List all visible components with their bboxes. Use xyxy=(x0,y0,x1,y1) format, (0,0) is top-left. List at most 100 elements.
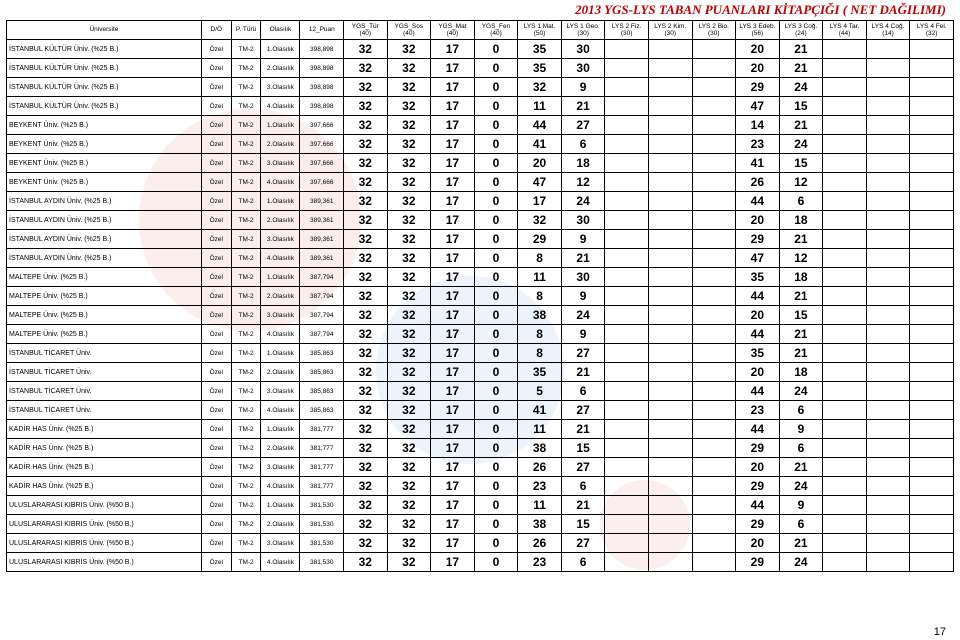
cell-lys4_fel xyxy=(910,116,954,135)
cell-lys4_cog xyxy=(866,249,910,268)
col-puan: 12_Puan xyxy=(300,21,344,40)
cell-lys4_cog xyxy=(866,192,910,211)
cell-ptur: TM-2 xyxy=(231,211,261,230)
table-row: İSTANBUL TİCARET Üniv.ÖzelTM-24.Olasılık… xyxy=(7,401,954,420)
cell-dv: Özel xyxy=(201,401,231,420)
cell-lys2_kim xyxy=(648,439,692,458)
cell-ygs_fen: 0 xyxy=(474,534,518,553)
cell-ygs_sos: 32 xyxy=(387,515,431,534)
table-row: BEYKENT Üniv. (%25 B.)ÖzelTM-22.Olasılık… xyxy=(7,135,954,154)
cell-lys2_fiz xyxy=(605,439,649,458)
cell-ygs_mat: 17 xyxy=(431,553,475,572)
cell-lys4_fel xyxy=(910,287,954,306)
cell-lys1_geo: 15 xyxy=(561,439,605,458)
cell-lys4_cog xyxy=(866,306,910,325)
cell-ygs_sos: 32 xyxy=(387,553,431,572)
cell-uni: KADİR HAS Üniv. (%25 B.) xyxy=(7,477,202,496)
cell-lys4_tar xyxy=(823,249,867,268)
cell-ygs_fen: 0 xyxy=(474,496,518,515)
cell-ygs_tur: 32 xyxy=(344,382,388,401)
cell-lys1_geo: 9 xyxy=(561,230,605,249)
cell-lys2_kim xyxy=(648,192,692,211)
cell-olas: 2.Olasılık xyxy=(261,211,300,230)
table-row: İSTANBUL TİCARET Üniv.ÖzelTM-21.Olasılık… xyxy=(7,344,954,363)
cell-ygs_sos: 32 xyxy=(387,401,431,420)
cell-lys2_bio xyxy=(692,515,736,534)
cell-lys3_edb: 29 xyxy=(736,78,780,97)
cell-dv: Özel xyxy=(201,515,231,534)
cell-lys2_fiz xyxy=(605,401,649,420)
cell-lys3_edb: 20 xyxy=(736,40,780,59)
cell-ygs_sos: 32 xyxy=(387,477,431,496)
table-row: MALTEPE Üniv. (%25 B.)ÖzelTM-23.Olasılık… xyxy=(7,306,954,325)
table-row: İSTANBUL AYDIN Üniv. (%25 B.)ÖzelTM-21.O… xyxy=(7,192,954,211)
cell-lys3_cog: 6 xyxy=(779,192,823,211)
cell-lys3_cog: 15 xyxy=(779,306,823,325)
cell-lys2_bio xyxy=(692,135,736,154)
cell-lys4_tar xyxy=(823,40,867,59)
cell-dv: Özel xyxy=(201,306,231,325)
cell-lys3_edb: 44 xyxy=(736,325,780,344)
cell-lys2_bio xyxy=(692,211,736,230)
cell-uni: ULUSLARARASI KIBRIS Üniv. (%50 B.) xyxy=(7,553,202,572)
cell-lys4_fel xyxy=(910,173,954,192)
cell-lys4_fel xyxy=(910,477,954,496)
cell-lys4_fel xyxy=(910,496,954,515)
cell-lys2_kim xyxy=(648,477,692,496)
cell-puan: 387,794 xyxy=(300,306,344,325)
cell-lys4_cog xyxy=(866,344,910,363)
cell-lys4_tar xyxy=(823,116,867,135)
cell-lys4_fel xyxy=(910,515,954,534)
cell-ptur: TM-2 xyxy=(231,192,261,211)
cell-lys1_mat: 23 xyxy=(518,553,562,572)
cell-lys4_cog xyxy=(866,116,910,135)
cell-lys4_tar xyxy=(823,477,867,496)
cell-lys4_cog xyxy=(866,553,910,572)
cell-lys2_kim xyxy=(648,249,692,268)
cell-lys4_cog xyxy=(866,230,910,249)
cell-ygs_sos: 32 xyxy=(387,268,431,287)
cell-ygs_tur: 32 xyxy=(344,230,388,249)
cell-uni: İSTANBUL TİCARET Üniv. xyxy=(7,382,202,401)
cell-uni: BEYKENT Üniv. (%25 B.) xyxy=(7,173,202,192)
cell-ptur: TM-2 xyxy=(231,249,261,268)
cell-puan: 398,898 xyxy=(300,97,344,116)
cell-lys4_tar xyxy=(823,553,867,572)
cell-lys2_bio xyxy=(692,287,736,306)
cell-lys3_edb: 29 xyxy=(736,439,780,458)
cell-lys4_fel xyxy=(910,192,954,211)
table-row: ULUSLARARASI KIBRIS Üniv. (%50 B.)ÖzelTM… xyxy=(7,553,954,572)
cell-lys1_geo: 21 xyxy=(561,249,605,268)
cell-lys4_cog xyxy=(866,439,910,458)
cell-lys4_tar xyxy=(823,401,867,420)
cell-lys1_mat: 38 xyxy=(518,439,562,458)
cell-ygs_sos: 32 xyxy=(387,249,431,268)
cell-ygs_mat: 17 xyxy=(431,249,475,268)
cell-olas: 2.Olasılık xyxy=(261,59,300,78)
cell-ygs_sos: 32 xyxy=(387,287,431,306)
cell-ygs_fen: 0 xyxy=(474,173,518,192)
cell-puan: 397,666 xyxy=(300,154,344,173)
cell-ygs_mat: 17 xyxy=(431,97,475,116)
cell-lys2_kim xyxy=(648,382,692,401)
cell-lys2_bio xyxy=(692,458,736,477)
cell-ygs_fen: 0 xyxy=(474,439,518,458)
cell-lys3_edb: 44 xyxy=(736,382,780,401)
cell-uni: BEYKENT Üniv. (%25 B.) xyxy=(7,154,202,173)
cell-uni: İSTANBUL AYDIN Üniv. (%25 B.) xyxy=(7,192,202,211)
cell-lys4_fel xyxy=(910,458,954,477)
cell-ygs_sos: 32 xyxy=(387,439,431,458)
cell-ygs_tur: 32 xyxy=(344,553,388,572)
cell-uni: MALTEPE Üniv. (%25 B.) xyxy=(7,287,202,306)
page-number: 17 xyxy=(934,626,946,638)
cell-lys4_cog xyxy=(866,477,910,496)
table-row: İSTANBUL TİCARET Üniv.ÖzelTM-22.Olasılık… xyxy=(7,363,954,382)
table-row: İSTANBUL TİCARET Üniv.ÖzelTM-23.Olasılık… xyxy=(7,382,954,401)
cell-puan: 381,777 xyxy=(300,439,344,458)
cell-lys4_cog xyxy=(866,382,910,401)
cell-lys4_fel xyxy=(910,268,954,287)
cell-lys4_tar xyxy=(823,59,867,78)
table-row: İSTANBUL AYDIN Üniv. (%25 B.)ÖzelTM-23.O… xyxy=(7,230,954,249)
cell-puan: 381,777 xyxy=(300,458,344,477)
cell-lys2_kim xyxy=(648,40,692,59)
